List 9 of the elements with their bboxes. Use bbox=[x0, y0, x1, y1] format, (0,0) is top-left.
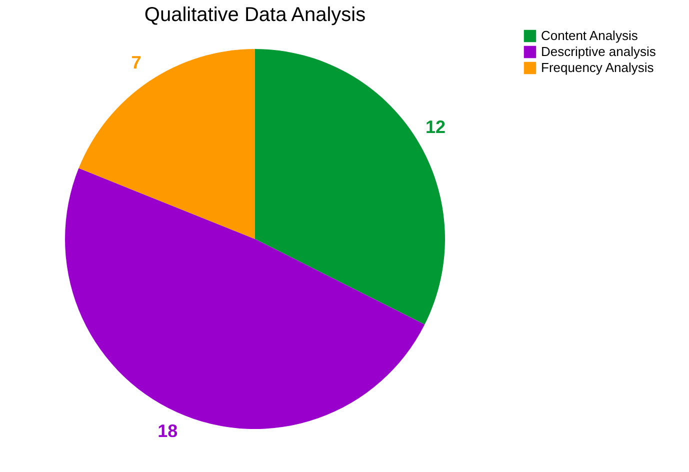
pie-slice bbox=[255, 49, 445, 325]
legend-label: Descriptive analysis bbox=[541, 44, 656, 59]
data-label: 12 bbox=[426, 116, 446, 137]
data-label: 18 bbox=[158, 421, 178, 442]
legend-label: Content Analysis bbox=[541, 28, 638, 43]
legend-label: Frequency Analysis bbox=[541, 60, 654, 75]
chart-title: Qualitative Data Analysis bbox=[144, 4, 366, 26]
data-label: 7 bbox=[131, 52, 142, 72]
pie-slice bbox=[78, 49, 255, 239]
